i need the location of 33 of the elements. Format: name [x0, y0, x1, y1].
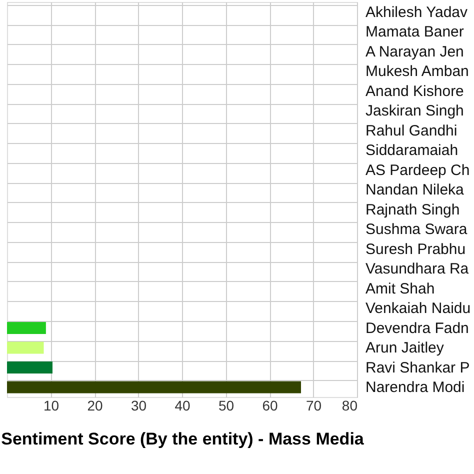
bar	[7, 361, 52, 374]
x-tick-label: 60	[262, 398, 278, 414]
bar	[7, 342, 44, 354]
bar	[7, 322, 46, 334]
x-tick-label: 50	[218, 398, 234, 414]
bar	[7, 381, 301, 394]
y-tick-label: Mukesh Amban	[366, 63, 469, 80]
y-tick-label: Venkaiah Naidu	[366, 300, 471, 318]
y-tick-label: Rahul Gandhi	[366, 122, 458, 140]
y-tick-label: Mamata Baner	[366, 24, 464, 41]
y-tick-label: Jaskiran Singh	[366, 102, 464, 120]
y-tick-label: Suresh Prabhu	[366, 240, 466, 258]
x-tick-label: 10	[43, 398, 60, 414]
y-tick-label: Devendra Fadn	[366, 320, 469, 337]
y-tick-label: AS Pardeep Ch	[366, 162, 470, 179]
x-tick-label: 40	[174, 398, 190, 414]
x-tick-label: 20	[87, 398, 103, 414]
x-tick-label: 30	[130, 398, 147, 414]
x-tick-label: 80	[342, 398, 358, 414]
x-tick-label: 70	[306, 398, 322, 414]
x-axis-title: Sentiment Score (By the entity) - Mass Media	[1, 430, 364, 448]
y-tick-label: Rajnath Singh	[366, 201, 460, 218]
y-tick-label: A Narayan Jen	[366, 43, 464, 60]
y-tick-label: Amit Shah	[366, 280, 435, 298]
y-tick-label: Sushma Swara	[366, 221, 468, 238]
y-tick-label: Siddaramaiah	[366, 142, 458, 160]
y-tick-label: Nandan Nileka	[366, 182, 465, 199]
y-tick-label: Akhilesh Yadav	[366, 4, 468, 21]
y-tick-label: Arun Jaitley	[366, 340, 444, 357]
y-tick-label: Anand Kishore	[366, 82, 464, 100]
y-tick-label: Narendra Modi	[366, 379, 465, 396]
y-tick-label: Ravi Shankar P	[366, 359, 470, 376]
y-tick-label: Vasundhara Ra	[366, 260, 470, 278]
